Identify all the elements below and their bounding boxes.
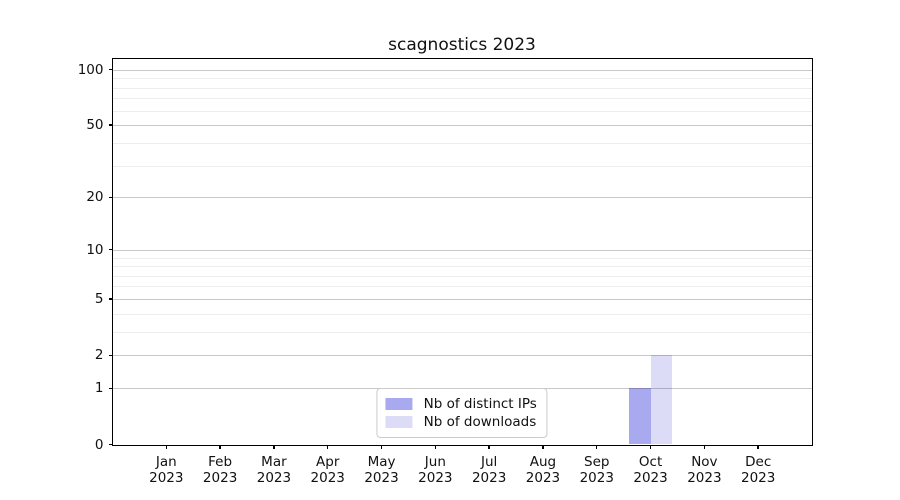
x-tick-label-oct: Oct 2023: [619, 454, 683, 486]
y-tick-label: 100: [77, 61, 104, 78]
x-tick-year: 2023: [471, 469, 507, 486]
y-tick-mark: [108, 387, 113, 389]
x-tick-year: 2023: [202, 469, 238, 486]
minor-gridline: [112, 87, 812, 89]
x-tick-label-jun: Jun 2023: [403, 454, 467, 486]
x-tick-year: 2023: [741, 469, 776, 486]
y-tick-label: 0: [94, 436, 104, 453]
x-tick-year: 2023: [149, 469, 184, 486]
x-tick-mark: [488, 444, 490, 449]
minor-gridline: [112, 165, 812, 167]
x-tick-mark: [757, 444, 759, 449]
y-tick-label: 20: [86, 189, 104, 206]
x-tick-label-jan: Jan 2023: [134, 454, 198, 486]
x-tick-year: 2023: [256, 469, 292, 486]
minor-gridline: [112, 78, 812, 80]
minor-gridline: [112, 313, 812, 315]
y-tick-label: 10: [86, 241, 104, 258]
x-tick-month: Apr: [316, 453, 340, 470]
legend-item: Nb of downloads: [385, 413, 537, 431]
x-tick-label-nov: Nov 2023: [672, 454, 736, 486]
major-gridline: [112, 355, 812, 357]
x-tick-month: Jul: [480, 453, 498, 470]
x-tick-mark: [542, 444, 544, 449]
x-tick-label-may: May 2023: [350, 454, 414, 486]
bar-nb-of-downloads-oct: [650, 355, 673, 445]
minor-gridline: [112, 331, 812, 333]
x-tick-mark: [703, 444, 706, 449]
minor-gridline: [112, 257, 812, 259]
x-tick-year: 2023: [310, 469, 345, 486]
y-tick-mark: [108, 124, 113, 126]
major-gridline: [112, 197, 812, 199]
x-tick-mark: [434, 444, 437, 449]
x-tick-month: Jan: [155, 453, 177, 470]
x-tick-month: Feb: [208, 453, 233, 470]
x-tick-year: 2023: [579, 469, 614, 486]
minor-gridline: [112, 275, 812, 277]
y-tick-mark: [108, 68, 113, 71]
x-tick-mark: [273, 444, 275, 449]
plot-area: Nb of distinct IPs Nb of downloads: [111, 58, 813, 446]
x-tick-year: 2023: [364, 469, 399, 486]
major-gridline: [112, 298, 812, 300]
y-tick-label: 50: [86, 117, 104, 134]
major-gridline: [112, 125, 812, 127]
x-tick-label-jul: Jul 2023: [457, 454, 521, 486]
y-tick-mark: [108, 354, 113, 356]
x-tick-label-mar: Mar 2023: [242, 454, 306, 486]
x-tick-year: 2023: [418, 469, 453, 486]
x-tick-label-feb: Feb 2023: [188, 454, 252, 486]
minor-gridline: [112, 266, 812, 268]
legend-label: Nb of downloads: [423, 413, 537, 430]
x-tick-mark: [219, 444, 221, 449]
minor-gridline: [112, 286, 812, 288]
x-tick-mark: [165, 444, 167, 449]
minor-gridline: [112, 98, 812, 100]
x-tick-month: Nov: [691, 453, 718, 470]
legend-swatch-icon: [385, 397, 413, 410]
x-tick-month: Aug: [529, 453, 557, 470]
minor-gridline: [112, 110, 812, 112]
y-tick-label: 5: [94, 290, 104, 307]
y-tick-mark: [108, 443, 113, 446]
x-tick-mark: [649, 444, 652, 449]
y-tick-label: 2: [94, 347, 104, 364]
x-tick-mark: [596, 444, 598, 449]
x-tick-mark: [327, 444, 329, 449]
major-gridline: [112, 249, 812, 251]
x-tick-month: Mar: [261, 453, 287, 470]
x-tick-year: 2023: [633, 469, 668, 486]
minor-gridline: [112, 142, 812, 144]
y-tick-mark: [108, 196, 113, 198]
legend: Nb of distinct IPs Nb of downloads: [376, 387, 548, 438]
legend-swatch-icon: [385, 415, 413, 428]
major-gridline: [112, 69, 812, 71]
legend-label: Nb of distinct IPs: [423, 395, 537, 412]
bar-nb-of-distinct-ips-oct: [629, 388, 651, 445]
y-tick-mark: [108, 249, 113, 251]
x-tick-label-apr: Apr 2023: [296, 454, 360, 486]
y-tick-mark: [108, 298, 113, 300]
x-tick-year: 2023: [687, 469, 722, 486]
chart-title: scagnostics 2023: [388, 35, 536, 55]
x-tick-month: Sep: [584, 453, 610, 470]
x-tick-label-aug: Aug 2023: [511, 454, 575, 486]
x-tick-year: 2023: [525, 469, 561, 486]
x-tick-month: Dec: [745, 453, 772, 470]
x-tick-label-sep: Sep 2023: [565, 454, 629, 486]
x-tick-month: Jun: [424, 453, 446, 470]
x-tick-mark: [380, 444, 383, 449]
y-tick-label: 1: [94, 380, 104, 397]
x-tick-month: May: [367, 453, 396, 470]
legend-item: Nb of distinct IPs: [385, 395, 537, 413]
x-tick-month: Oct: [638, 453, 663, 470]
x-tick-label-dec: Dec 2023: [726, 454, 790, 486]
